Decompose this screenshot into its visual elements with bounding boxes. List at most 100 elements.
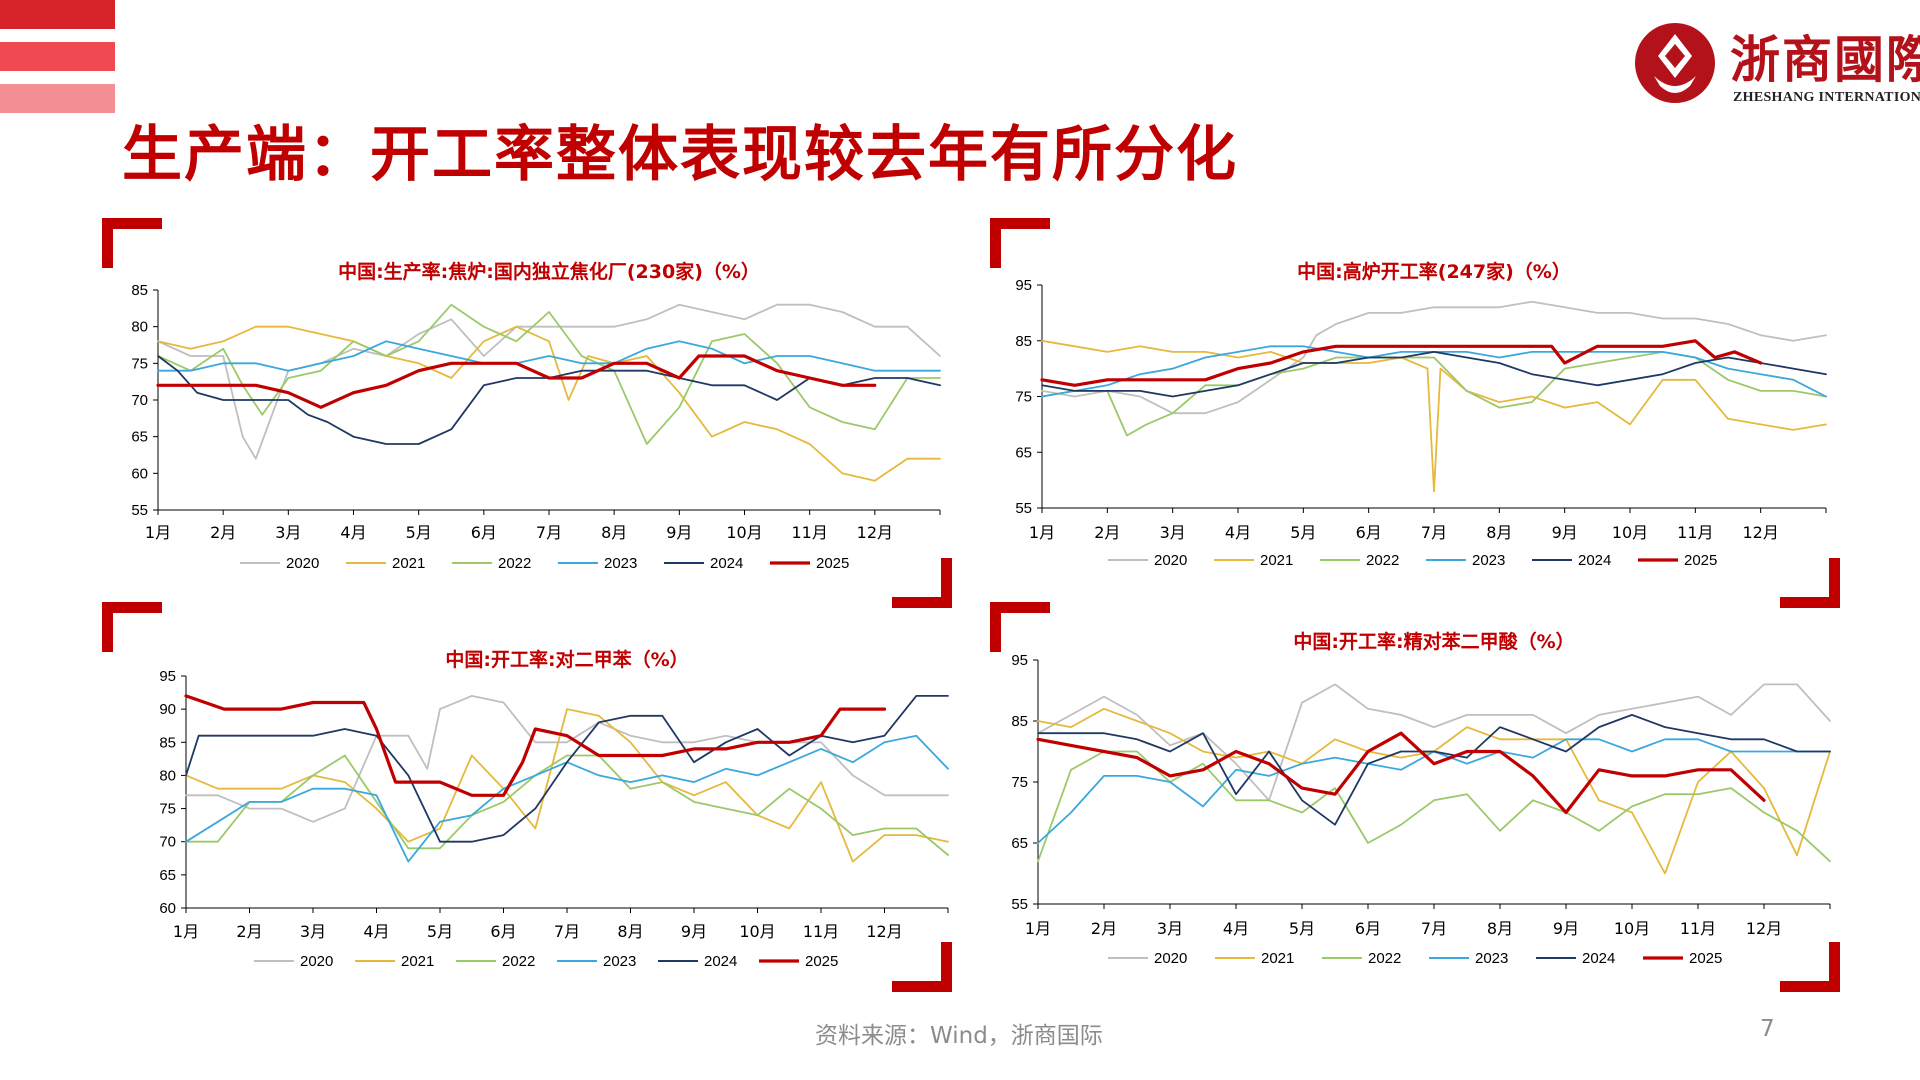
legend-label-2020: 2020 xyxy=(1154,552,1187,569)
logo: 浙商國際 ZHESHANG INTERNATIONAL xyxy=(1630,18,1920,113)
x-tick-label: 10月 xyxy=(726,523,762,542)
chart-svg: 中国:开工率:精对苯二甲酸（%） 55 65 75 85 95 1月 2月 3月 4月 5月 6月 7月… xyxy=(990,602,1840,992)
source-note: 资料来源：Wind，浙商国际 xyxy=(815,1023,1103,1049)
x-tick-label: 7月 xyxy=(536,523,562,542)
chart-px-rate: 中国:开工率:对二甲苯（%） 60 65 70 75 80 85 90 95 1月 2月 3月 4月 5月… xyxy=(102,602,952,992)
legend-label-2022: 2022 xyxy=(502,953,535,970)
x-tick-label: 6月 xyxy=(1355,919,1381,938)
x-tick-label: 8月 xyxy=(1486,523,1512,542)
x-tick-label: 11月 xyxy=(1677,523,1713,542)
y-tick-label: 75 xyxy=(1015,389,1032,406)
series-line-2024 xyxy=(185,695,949,843)
chart-title: 中国:开工率:精对苯二甲酸（%） xyxy=(1293,630,1574,653)
corner-bracket-bottom-right xyxy=(892,558,952,608)
x-tick-label: 1月 xyxy=(1029,523,1055,542)
legend-label-2023: 2023 xyxy=(604,555,637,572)
chart-blast-furnace-rate: 中国:高炉开工率(247家)（%） 55 65 75 85 95 1月 2月 3月 4月 5月 6月 7… xyxy=(990,218,1840,608)
x-tick-label: 2月 xyxy=(210,523,236,542)
series-line-2020 xyxy=(1041,300,1827,415)
x-tick-label: 7月 xyxy=(1421,523,1447,542)
series-line-2024 xyxy=(1037,714,1831,826)
legend-label-2025: 2025 xyxy=(816,555,849,572)
x-tick-label: 3月 xyxy=(275,523,301,542)
series-line-2022 xyxy=(185,754,949,856)
x-tick-label: 12月 xyxy=(857,523,893,542)
x-tick-label: 11月 xyxy=(803,922,839,941)
zheshang-logo-icon xyxy=(1635,23,1715,103)
chart-pta-rate: 中国:开工率:精对苯二甲酸（%） 55 65 75 85 95 1月 2月 3月 4月 5月 6月 7月… xyxy=(990,602,1840,992)
legend-label-2020: 2020 xyxy=(1154,950,1187,967)
x-tick-label: 11月 xyxy=(1680,919,1716,938)
x-tick-label: 12月 xyxy=(1746,919,1782,938)
x-tick-label: 4月 xyxy=(340,523,366,542)
series-line-2023 xyxy=(157,340,941,372)
legend-label-2021: 2021 xyxy=(401,953,434,970)
x-tick-label: 5月 xyxy=(427,922,453,941)
y-tick-label: 95 xyxy=(159,668,176,685)
x-tick-label: 2月 xyxy=(1094,523,1120,542)
x-tick-label: 6月 xyxy=(490,922,516,941)
x-tick-label: 1月 xyxy=(145,523,171,542)
chart-title: 中国:生产率:焦炉:国内独立焦化厂(230家)（%） xyxy=(338,260,760,283)
x-tick-label: 7月 xyxy=(554,922,580,941)
y-tick-label: 95 xyxy=(1011,652,1028,669)
series-line-2025 xyxy=(1036,731,1766,815)
corner-bracket-bottom-right xyxy=(892,942,952,992)
logo-text-cn: 浙商國際 xyxy=(1730,30,1920,89)
y-tick-label: 95 xyxy=(1015,277,1032,294)
legend-label-2023: 2023 xyxy=(1472,552,1505,569)
x-tick-label: 4月 xyxy=(1225,523,1251,542)
legend-label-2022: 2022 xyxy=(1368,950,1401,967)
legend-label-2024: 2024 xyxy=(1582,950,1615,967)
y-tick-label: 55 xyxy=(131,502,148,519)
y-tick-label: 60 xyxy=(131,465,148,482)
x-tick-label: 8月 xyxy=(601,523,627,542)
x-tick-label: 10月 xyxy=(1612,523,1648,542)
x-tick-label: 1月 xyxy=(1025,919,1051,938)
page-number: 7 xyxy=(1760,1016,1775,1042)
chart-svg: 中国:高炉开工率(247家)（%） 55 65 75 85 95 1月 2月 3月 4月 5月 6月 7… xyxy=(990,218,1840,608)
decor-stripe-2 xyxy=(0,42,115,71)
page-title: 生产端：开工率整体表现较去年有所分化 xyxy=(122,120,1238,190)
chart-svg: 中国:生产率:焦炉:国内独立焦化厂(230家)（%） 55 60 65 70 75 80 85… xyxy=(102,218,952,608)
series-line-2021 xyxy=(157,325,941,482)
x-tick-label: 2月 xyxy=(1091,919,1117,938)
x-tick-label: 5月 xyxy=(1290,523,1316,542)
x-tick-label: 5月 xyxy=(1289,919,1315,938)
legend-label-2024: 2024 xyxy=(704,953,737,970)
legend-label-2025: 2025 xyxy=(805,953,838,970)
legend-label-2021: 2021 xyxy=(392,555,425,572)
series-line-2020 xyxy=(185,695,949,823)
x-tick-label: 12月 xyxy=(1742,523,1778,542)
series-line-2025 xyxy=(156,354,877,409)
y-tick-label: 90 xyxy=(159,701,176,718)
y-tick-label: 75 xyxy=(1011,774,1028,791)
x-tick-label: 10月 xyxy=(739,922,775,941)
legend-label-2025: 2025 xyxy=(1689,950,1722,967)
legend-label-2020: 2020 xyxy=(286,555,319,572)
series-line-2025 xyxy=(184,694,887,797)
legend-label-2022: 2022 xyxy=(498,555,531,572)
x-tick-label: 6月 xyxy=(471,523,497,542)
series-line-2025 xyxy=(1040,339,1763,387)
y-tick-label: 60 xyxy=(159,900,176,917)
x-tick-label: 3月 xyxy=(1157,919,1183,938)
decor-stripe-3 xyxy=(0,84,115,113)
chart-title: 中国:开工率:对二甲苯（%） xyxy=(445,648,688,671)
x-tick-label: 6月 xyxy=(1356,523,1382,542)
x-tick-label: 3月 xyxy=(1160,523,1186,542)
y-tick-label: 55 xyxy=(1011,896,1028,913)
logo-text-en: ZHESHANG INTERNATIONAL xyxy=(1733,90,1920,105)
corner-bracket-top-left xyxy=(990,602,1050,652)
chart-coke-oven-rate: 中国:生产率:焦炉:国内独立焦化厂(230家)（%） 55 60 65 70 75 80 85… xyxy=(102,218,952,608)
y-tick-label: 65 xyxy=(1015,444,1032,461)
decor-stripe-1 xyxy=(0,0,115,29)
x-tick-label: 8月 xyxy=(1487,919,1513,938)
y-tick-label: 70 xyxy=(159,834,176,851)
series-line-2023 xyxy=(185,734,949,863)
corner-bracket-top-left xyxy=(990,218,1050,268)
legend-label-2020: 2020 xyxy=(300,953,333,970)
y-tick-label: 85 xyxy=(1015,333,1032,350)
y-tick-label: 65 xyxy=(1011,835,1028,852)
series-line-2022 xyxy=(157,303,941,445)
